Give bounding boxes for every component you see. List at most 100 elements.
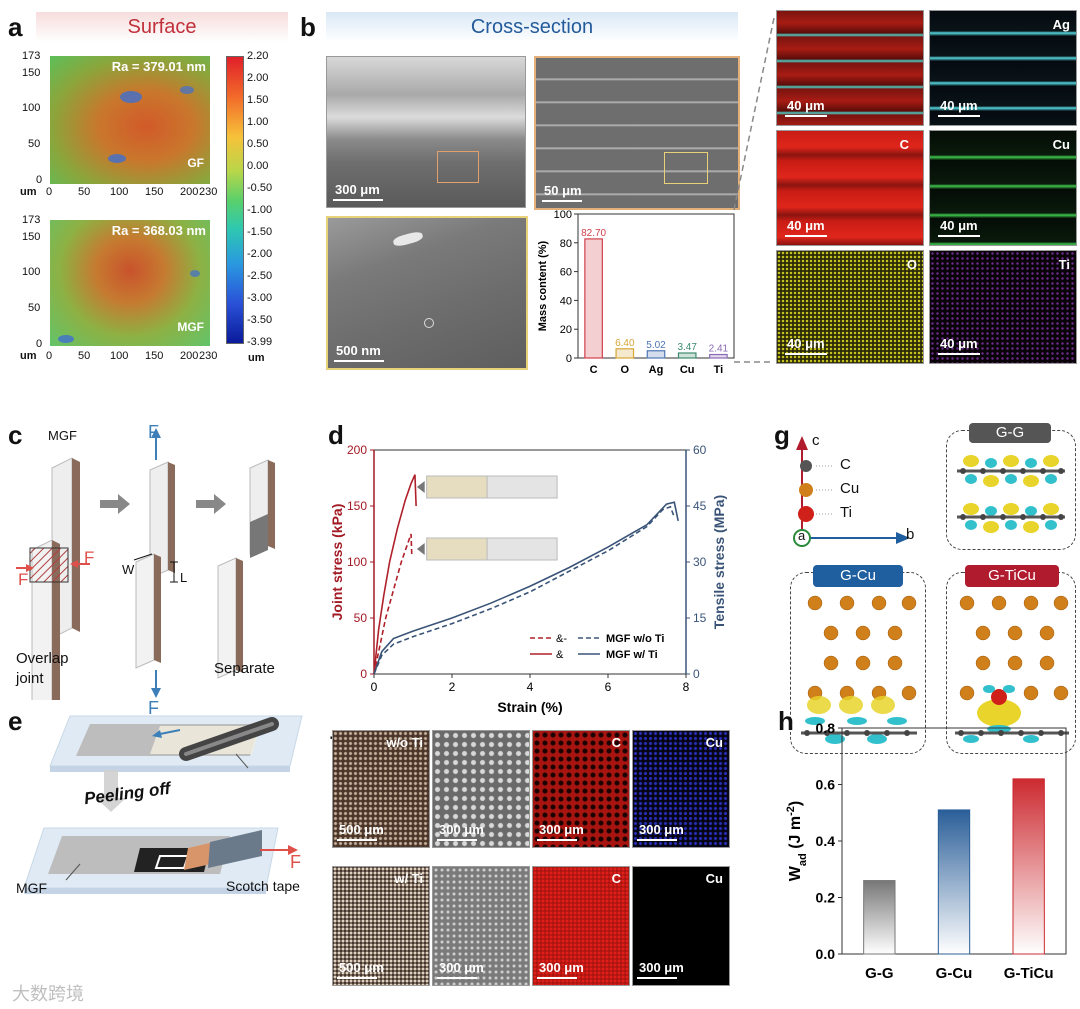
x-tick-label: 8 <box>683 680 690 694</box>
x-tick: 150 <box>145 186 164 198</box>
surface-map-mgf: Ra = 368.03 nm MGF <box>50 220 210 346</box>
legend-c: C <box>840 456 851 473</box>
sample-label: w/o Ti <box>386 735 423 750</box>
gcu-lattice <box>801 595 917 744</box>
tape-label: Scotch tape <box>226 878 300 894</box>
gticu-structure-box: G-TiCu <box>946 565 1076 754</box>
scale-bar-text: 300 μm <box>439 960 484 975</box>
colorbar-tick: 1.00 <box>247 116 269 128</box>
colorbar-tick: 0.50 <box>247 138 269 150</box>
y-tick-label: 0.8 <box>816 720 836 736</box>
element-label-cu: Cu <box>705 735 723 750</box>
x-tick-label: 4 <box>527 680 534 694</box>
panel-label-b: b <box>300 12 316 42</box>
scale-bar: 500 μm <box>337 821 384 841</box>
y-tick-label: 100 <box>554 209 572 221</box>
scale-bar-text: 500 nm <box>336 343 381 358</box>
x-unit: um <box>20 350 37 362</box>
x-tick-label: G-Cu <box>936 965 973 982</box>
scale-bar: 300 μm <box>637 821 684 841</box>
x-tick-label: O <box>621 364 630 376</box>
y-left-tick-label: 0 <box>360 667 367 681</box>
ra-label-gf: Ra = 379.01 nm <box>111 59 206 74</box>
gg-structure-box: G-G <box>946 423 1076 550</box>
scale-bar-text: 40 μm <box>787 336 825 351</box>
colorbar-tick: -2.00 <box>247 248 273 260</box>
scale-bar-text: 300 μm <box>539 960 584 975</box>
colorbar-tick: -3.00 <box>247 292 273 304</box>
sample-label: w/ Ti <box>394 871 423 886</box>
y-axis-title-part: -2 <box>785 806 797 816</box>
peeling-test-schematic <box>23 715 303 894</box>
x-tick: 230 <box>199 186 218 198</box>
flake <box>392 230 424 248</box>
legend-cu: Cu <box>840 480 860 497</box>
blue-spot <box>58 335 74 343</box>
sem-cross-section-high: 50 μm <box>534 56 740 210</box>
connector-lines <box>733 17 775 363</box>
joint-label: joint <box>16 670 44 687</box>
x-tick: 0 <box>46 350 53 362</box>
y-right-tick-label: 45 <box>693 499 707 513</box>
eds-cu-w-ti: Cu 300 μm <box>632 866 730 986</box>
element-label-c: C <box>611 735 621 750</box>
zoom-box <box>437 151 479 183</box>
scale-bar: 500 μm <box>337 959 384 979</box>
surface-map-gf: Ra = 379.01 nm GF <box>50 56 210 184</box>
eds-cu-wo-ti: Cu 300 μm <box>632 730 730 848</box>
colorbar-tick: -1.50 <box>247 226 273 238</box>
y-tick-label: 0.6 <box>816 777 836 793</box>
legend-sep: &- <box>556 633 567 645</box>
bar-C <box>584 238 603 359</box>
bar-Cu <box>677 352 697 359</box>
colorbar-unit: um <box>248 352 265 364</box>
bar-G-Cu <box>937 809 971 955</box>
force-label: F <box>148 698 159 718</box>
sample-photo-without-ti <box>426 537 558 561</box>
y-right-tick-label: 60 <box>693 443 707 457</box>
y-tick: 150 <box>22 67 41 79</box>
y-tick: 0 <box>36 338 43 350</box>
x-tick-label: Cu <box>680 364 695 376</box>
watermark: 大数跨境 <box>12 984 84 1004</box>
series-line <box>373 474 417 675</box>
y-tick-label: 20 <box>560 324 572 336</box>
eds-c-wo-ti: C 300 μm <box>532 730 630 848</box>
scale-bar-text: 300 μm <box>539 822 584 837</box>
eds-c-w-ti: C 300 μm <box>532 866 630 986</box>
scale-bar: 50 μm <box>542 182 582 202</box>
scale-bar: 300 μm <box>437 821 484 841</box>
overlap-joint-schematic <box>16 428 275 700</box>
scale-bar-text: 40 μm <box>940 98 978 113</box>
y-left-tick-label: 200 <box>347 443 367 457</box>
scale-bar: 500 nm <box>334 342 384 362</box>
bar-G-TiCu <box>1012 778 1045 955</box>
blue-spot <box>190 270 200 277</box>
photo-strip <box>486 475 558 499</box>
scale-bar: 40 μm <box>938 335 980 355</box>
element-label-cu: Cu <box>1052 137 1070 152</box>
colorbar-tick: -3.50 <box>247 314 273 326</box>
legend-ti: Ti <box>840 504 852 521</box>
particle <box>424 318 434 328</box>
x-tick-label: G-G <box>865 965 893 982</box>
scale-bar-text: 40 μm <box>940 336 978 351</box>
blue-spot <box>180 86 194 94</box>
scale-bar: 40 μm <box>785 97 827 117</box>
force-label: F <box>18 570 29 589</box>
arrow-icon <box>416 481 425 493</box>
colorbar-tick: 1.50 <box>247 94 269 106</box>
y-tick: 173 <box>22 50 41 62</box>
photo-strip <box>426 537 498 561</box>
y-right-axis-title: Tensile stress (MPa) <box>711 495 727 629</box>
element-label-o: O <box>906 257 917 272</box>
x-axis-title: Strain (%) <box>497 699 562 715</box>
mgf-label: MGF <box>48 428 77 443</box>
y-tick: 0 <box>36 174 43 186</box>
eds-map-ag: Ag 40 μm <box>929 10 1077 126</box>
scale-bar: 300 μm <box>537 821 584 841</box>
gticu-title: G-TiCu <box>965 565 1059 587</box>
y-left-tick-label: 100 <box>347 555 367 569</box>
l-label: L <box>180 570 188 585</box>
